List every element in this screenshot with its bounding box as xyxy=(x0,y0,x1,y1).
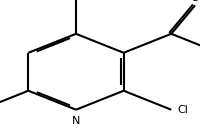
Text: Cl: Cl xyxy=(177,105,188,115)
Text: N: N xyxy=(72,116,80,126)
Text: O: O xyxy=(191,0,199,3)
